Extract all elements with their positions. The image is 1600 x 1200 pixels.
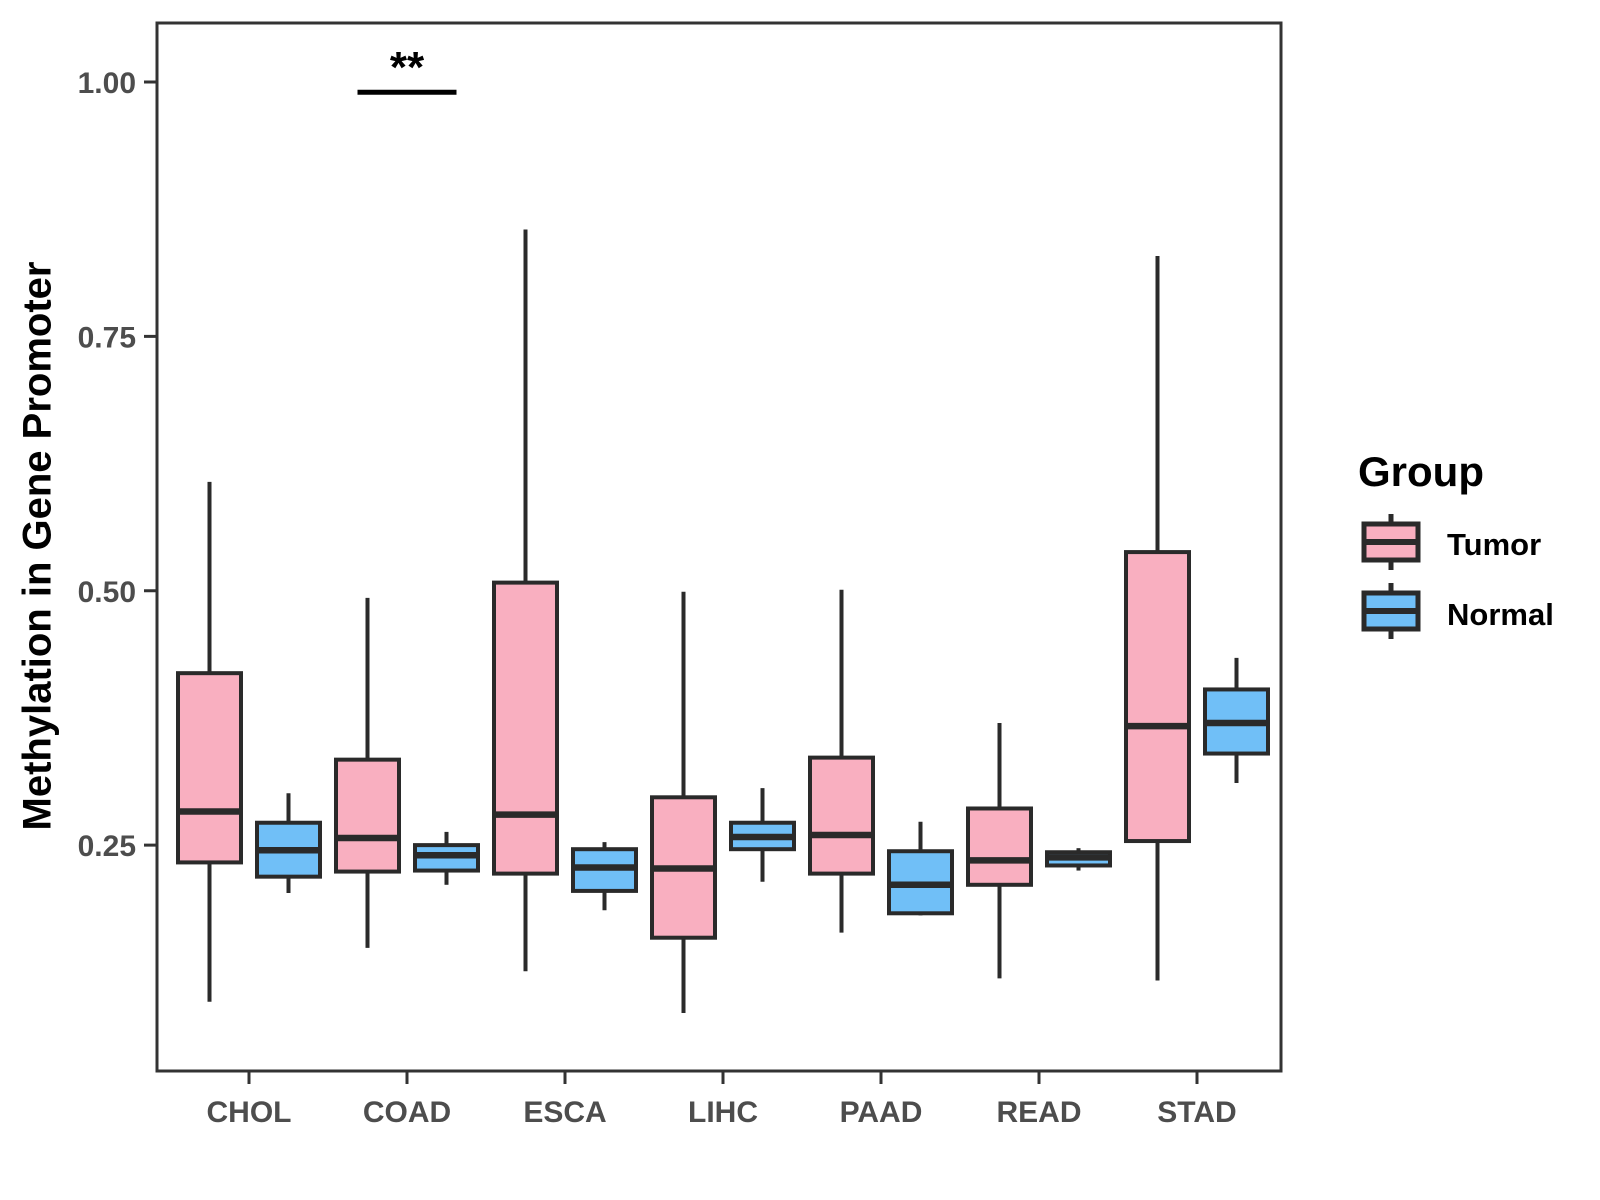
- x-tick-label-READ: READ: [996, 1096, 1081, 1129]
- panel-border: [155, 21, 1283, 1073]
- y-tick-label-0.50: 0.50: [78, 576, 136, 609]
- x-tick-label-PAAD: PAAD: [840, 1096, 923, 1129]
- x-tick-label-LIHC: LIHC: [688, 1096, 758, 1129]
- box-tumor-CHOL: [176, 671, 243, 865]
- legend: Group: [1356, 448, 1484, 496]
- significance-label-COAD: **: [390, 43, 425, 92]
- box-tumor-STAD: [1124, 550, 1191, 844]
- y-tick-label-0.25: 0.25: [78, 830, 136, 863]
- box-tumor-READ: [966, 806, 1033, 887]
- x-tick-label-STAD: STAD: [1157, 1096, 1236, 1129]
- box-tumor-COAD: [334, 757, 401, 874]
- x-tick-label-COAD: COAD: [363, 1096, 451, 1129]
- box-tumor-ESCA: [492, 580, 559, 876]
- y-tick-label-1.00: 1.00: [78, 67, 136, 100]
- x-tick-label-ESCA: ESCA: [523, 1096, 606, 1129]
- y-tick-label-0.75: 0.75: [78, 321, 136, 354]
- legend-title: Group: [1358, 448, 1484, 495]
- legend-label-normal: Normal: [1447, 597, 1554, 632]
- x-tick-label-CHOL: CHOL: [207, 1096, 292, 1129]
- box-tumor-PAAD: [808, 755, 875, 876]
- y-axis-title: Methylation in Gene Promoter: [15, 261, 60, 831]
- legend-label-tumor: Tumor: [1447, 527, 1542, 562]
